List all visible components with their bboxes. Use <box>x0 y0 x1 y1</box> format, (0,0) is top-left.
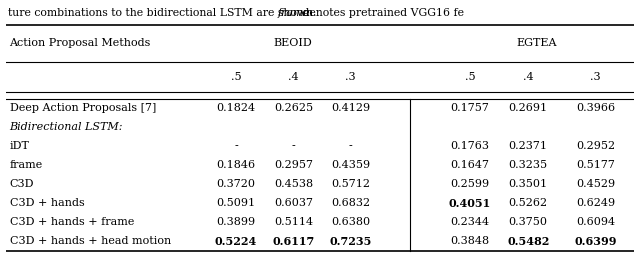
Text: C3D + hands: C3D + hands <box>10 198 84 208</box>
Text: 0.7235: 0.7235 <box>329 236 372 247</box>
Text: ture combinations to the bidirectional LSTM are shown.: ture combinations to the bidirectional L… <box>8 8 320 18</box>
Text: denotes pretrained VGG16 fe: denotes pretrained VGG16 fe <box>299 8 464 18</box>
Text: .5: .5 <box>230 72 241 82</box>
Text: .4: .4 <box>288 72 299 82</box>
Text: 0.3899: 0.3899 <box>216 217 255 227</box>
Text: 0.5262: 0.5262 <box>509 198 548 208</box>
Text: 0.1846: 0.1846 <box>216 160 255 170</box>
Text: BEOID: BEOID <box>274 39 312 49</box>
Text: 0.6380: 0.6380 <box>331 217 370 227</box>
Text: .3: .3 <box>345 72 356 82</box>
Text: 0.5482: 0.5482 <box>507 236 549 247</box>
Text: iDT: iDT <box>10 141 29 151</box>
Text: 0.6037: 0.6037 <box>274 198 313 208</box>
Text: 0.4359: 0.4359 <box>331 160 370 170</box>
Text: 0.3966: 0.3966 <box>576 104 615 114</box>
Text: -: - <box>349 141 352 151</box>
Text: .4: .4 <box>523 72 534 82</box>
Text: 0.4529: 0.4529 <box>576 179 615 189</box>
Text: Deep Action Proposals [7]: Deep Action Proposals [7] <box>10 104 156 114</box>
Text: 0.6094: 0.6094 <box>576 217 615 227</box>
Text: .5: .5 <box>465 72 476 82</box>
Text: 0.6249: 0.6249 <box>576 198 615 208</box>
Text: 0.3235: 0.3235 <box>509 160 548 170</box>
Text: frame: frame <box>10 160 43 170</box>
Text: 0.3750: 0.3750 <box>509 217 548 227</box>
Text: 0.5177: 0.5177 <box>576 160 615 170</box>
Text: 0.5091: 0.5091 <box>216 198 255 208</box>
Text: 0.6117: 0.6117 <box>272 236 314 247</box>
Text: 0.4538: 0.4538 <box>274 179 313 189</box>
Text: 0.5114: 0.5114 <box>274 217 313 227</box>
Text: 0.5712: 0.5712 <box>331 179 370 189</box>
Text: 0.1824: 0.1824 <box>216 104 255 114</box>
Text: 0.2952: 0.2952 <box>576 141 615 151</box>
Text: 0.6399: 0.6399 <box>574 236 616 247</box>
Text: 0.3848: 0.3848 <box>451 236 490 246</box>
Text: 0.2599: 0.2599 <box>451 179 490 189</box>
Text: 0.3501: 0.3501 <box>509 179 548 189</box>
Text: C3D: C3D <box>10 179 34 189</box>
Text: 0.1763: 0.1763 <box>451 141 490 151</box>
Text: 0.3720: 0.3720 <box>216 179 255 189</box>
Text: .3: .3 <box>590 72 601 82</box>
Text: -: - <box>234 141 238 151</box>
Text: frame: frame <box>278 8 310 18</box>
Text: 0.6832: 0.6832 <box>331 198 370 208</box>
Text: C3D + hands + head motion: C3D + hands + head motion <box>10 236 171 246</box>
Text: Bidirectional LSTM:: Bidirectional LSTM: <box>10 122 123 132</box>
Text: 0.2625: 0.2625 <box>274 104 313 114</box>
Text: EGTEA: EGTEA <box>516 39 557 49</box>
Text: Action Proposal Methods: Action Proposal Methods <box>10 39 151 49</box>
Text: 0.1757: 0.1757 <box>451 104 490 114</box>
Text: 0.4129: 0.4129 <box>331 104 370 114</box>
Text: 0.5224: 0.5224 <box>215 236 257 247</box>
Text: 0.2371: 0.2371 <box>509 141 548 151</box>
Text: -: - <box>291 141 295 151</box>
Text: C3D + hands + frame: C3D + hands + frame <box>10 217 134 227</box>
Text: 0.2691: 0.2691 <box>509 104 548 114</box>
Text: 0.2957: 0.2957 <box>274 160 313 170</box>
Text: 0.1647: 0.1647 <box>451 160 490 170</box>
Text: 0.4051: 0.4051 <box>449 198 491 209</box>
Text: 0.2344: 0.2344 <box>451 217 490 227</box>
